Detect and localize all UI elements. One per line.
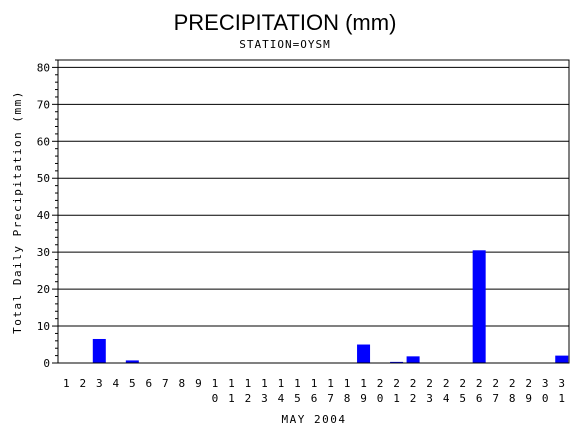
bar-day-22 [406, 356, 420, 363]
bar-day-21 [390, 361, 404, 363]
x-tick-label: 5 [129, 377, 136, 390]
y-axis-label: Total Daily Precipitation (mm) [11, 90, 24, 334]
x-tick-label: 6 [146, 377, 153, 390]
y-tick-label: 0 [43, 357, 50, 370]
x-tick-label: 9 [195, 377, 202, 390]
y-tick-label: 20 [37, 283, 50, 296]
x-tick-label: 4 [112, 377, 119, 390]
bar-day-3 [92, 338, 106, 363]
bar-day-31 [555, 355, 569, 363]
bar-day-5 [125, 360, 139, 363]
chart-subtitle: STATION=OYSM [239, 38, 330, 51]
y-tick-label: 30 [37, 246, 50, 259]
plot-frame [57, 59, 570, 364]
y-tick-label: 50 [37, 172, 50, 185]
x-tick-label: 3 [96, 377, 103, 390]
y-tick-labels: 0 10 20 30 40 50 60 70 80 [37, 61, 50, 370]
bar-day-19 [357, 344, 371, 363]
y-tick-label: 80 [37, 61, 50, 74]
chart-title: PRECIPITATION (mm) [174, 10, 397, 35]
y-tick-label: 10 [37, 320, 50, 333]
x-tick-labels: 1 2 3 4 5 6 7 8 9 1 01 11 21 31 41 51 61 71 81 92 02 12 22 32 42… [63, 377, 565, 405]
y-tick-label: 60 [37, 135, 50, 148]
bar-day-26 [472, 250, 486, 363]
y-tick-label: 40 [37, 209, 50, 222]
bars [92, 250, 569, 363]
grid-lines [52, 66, 569, 364]
x-tick-label: 1 [63, 377, 70, 390]
x-axis-label: MAY 2004 [282, 413, 347, 426]
x-tick-label: 2 [79, 377, 86, 390]
y-tick-label: 70 [37, 98, 50, 111]
x-tick-label: 8 [179, 377, 186, 390]
x-tick-label: 7 [162, 377, 169, 390]
